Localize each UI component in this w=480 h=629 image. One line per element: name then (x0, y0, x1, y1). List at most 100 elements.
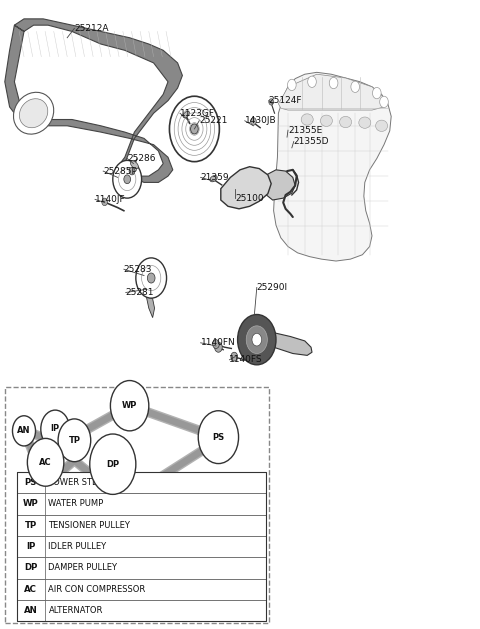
Text: 25221: 25221 (199, 116, 228, 125)
Circle shape (246, 326, 267, 353)
Text: 25283: 25283 (124, 265, 152, 274)
Text: 25285P: 25285P (103, 167, 137, 175)
Circle shape (90, 434, 136, 494)
Bar (17, 472, 45, 493)
Circle shape (136, 258, 167, 298)
Circle shape (238, 314, 276, 365)
Ellipse shape (339, 116, 351, 128)
Circle shape (12, 416, 36, 446)
Text: 21359: 21359 (201, 173, 229, 182)
Circle shape (113, 160, 142, 198)
Polygon shape (263, 170, 295, 200)
Ellipse shape (183, 111, 190, 118)
Circle shape (351, 81, 360, 92)
Circle shape (372, 87, 381, 99)
Text: AC: AC (24, 585, 37, 594)
Circle shape (129, 167, 135, 175)
Text: 21355D: 21355D (294, 137, 329, 146)
Bar (17, 579, 266, 600)
Bar (17, 493, 266, 515)
Text: 25290I: 25290I (257, 283, 288, 292)
Text: 25124F: 25124F (269, 96, 302, 105)
Ellipse shape (19, 99, 48, 128)
Bar (17, 515, 266, 536)
Circle shape (110, 381, 149, 431)
Polygon shape (221, 167, 271, 209)
Polygon shape (278, 74, 388, 110)
Circle shape (124, 175, 131, 184)
Polygon shape (274, 72, 391, 261)
Text: PS: PS (212, 433, 225, 442)
Text: AIR CON COMPRESSOR: AIR CON COMPRESSOR (48, 585, 146, 594)
Text: IP: IP (50, 425, 60, 433)
Bar (17, 472, 266, 493)
Ellipse shape (376, 120, 388, 131)
Text: IP: IP (26, 542, 36, 551)
Circle shape (251, 118, 256, 125)
Text: TP: TP (69, 436, 81, 445)
Bar (17, 579, 45, 600)
Text: WP: WP (122, 401, 137, 410)
Circle shape (147, 273, 155, 283)
Polygon shape (5, 19, 182, 182)
Text: 1123GF: 1123GF (180, 109, 215, 118)
Text: POWER STEERING: POWER STEERING (48, 478, 124, 487)
Text: PS: PS (24, 478, 37, 487)
Text: AN: AN (17, 426, 31, 435)
Text: DP: DP (106, 460, 120, 469)
Bar (17, 557, 266, 579)
Circle shape (252, 333, 262, 346)
Bar (17, 557, 45, 579)
Text: 25281: 25281 (126, 288, 154, 297)
Ellipse shape (131, 161, 138, 169)
Text: 25212A: 25212A (74, 24, 109, 33)
Ellipse shape (321, 115, 333, 126)
Bar (17, 600, 45, 621)
Text: AN: AN (24, 606, 37, 615)
Text: 1140FS: 1140FS (229, 355, 263, 364)
Polygon shape (137, 277, 161, 297)
Circle shape (169, 96, 219, 162)
Text: WATER PUMP: WATER PUMP (48, 499, 104, 508)
Bar (17, 600, 266, 621)
Text: DP: DP (24, 564, 37, 572)
Circle shape (329, 77, 338, 89)
Ellipse shape (13, 92, 54, 134)
Circle shape (308, 76, 316, 87)
Circle shape (231, 352, 238, 361)
Bar (17, 515, 45, 536)
Bar (17, 493, 45, 515)
Ellipse shape (301, 114, 313, 125)
Ellipse shape (210, 175, 217, 182)
Circle shape (191, 124, 198, 134)
Circle shape (380, 96, 388, 108)
Text: 1430JB: 1430JB (245, 116, 276, 125)
Text: 21355E: 21355E (288, 126, 322, 135)
Polygon shape (242, 332, 312, 355)
Text: 1140FN: 1140FN (201, 338, 235, 347)
Text: AC: AC (39, 458, 52, 467)
Text: IDLER PULLEY: IDLER PULLEY (48, 542, 107, 551)
Circle shape (27, 438, 64, 486)
Text: 25100: 25100 (235, 194, 264, 203)
Text: ALTERNATOR: ALTERNATOR (48, 606, 103, 615)
Circle shape (198, 411, 239, 464)
Circle shape (213, 340, 219, 348)
Ellipse shape (359, 117, 371, 128)
Bar (17, 536, 266, 557)
Bar (17, 472, 266, 621)
Text: 25286: 25286 (127, 154, 156, 163)
Circle shape (288, 79, 296, 91)
Text: 1140JF: 1140JF (95, 195, 126, 204)
Circle shape (58, 419, 91, 462)
Bar (5, 387, 269, 623)
Circle shape (102, 198, 108, 206)
Text: DAMPER PULLEY: DAMPER PULLEY (48, 564, 118, 572)
Text: WP: WP (23, 499, 38, 508)
Circle shape (215, 342, 222, 352)
Text: TP: TP (24, 521, 37, 530)
Bar (17, 536, 45, 557)
Circle shape (41, 410, 70, 448)
Polygon shape (146, 297, 155, 318)
Text: TENSIONER PULLEY: TENSIONER PULLEY (48, 521, 131, 530)
